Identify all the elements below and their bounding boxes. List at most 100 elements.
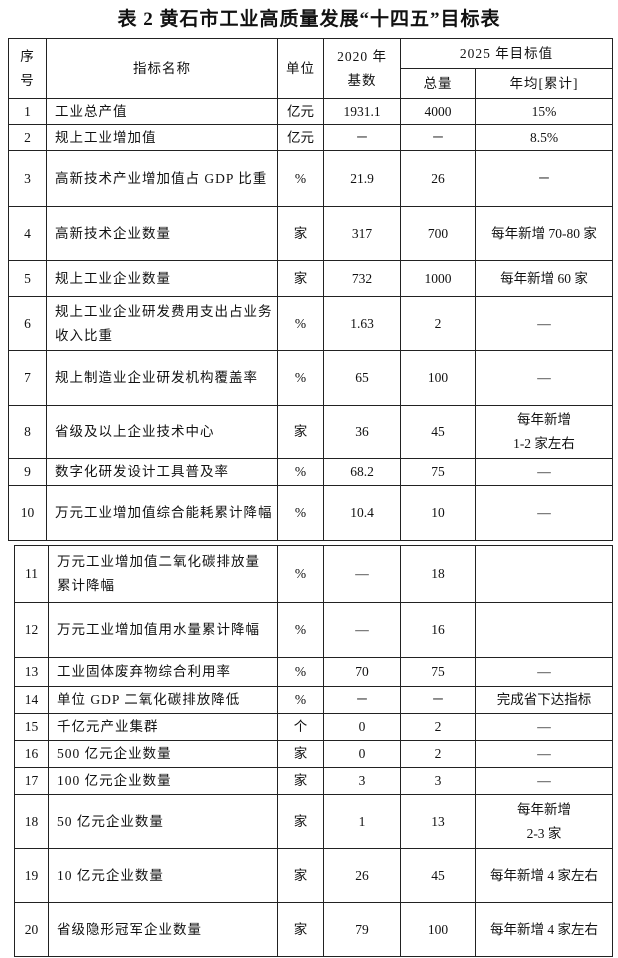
indicator-name: 千亿元产业集群 bbox=[48, 713, 278, 741]
unit: 家 bbox=[277, 405, 324, 459]
annual-2025: — bbox=[475, 740, 613, 768]
header-row: 序 号指标名称 单位 2020 年 基数 2025 年目标值 bbox=[8, 38, 613, 99]
indicator-name: 100 亿元企业数量 bbox=[48, 767, 278, 795]
indicator-name: 万元工业增加值用水量累计降幅 bbox=[48, 602, 278, 658]
header-cell: 年均[累计] bbox=[475, 68, 613, 99]
indicator-name: 万元工业增加值综合能耗累计降幅 bbox=[46, 485, 278, 541]
total-2025: 16 bbox=[400, 602, 476, 658]
table-row: 19 10 亿元企业数量家 26 45 每年新增 4 家左右 bbox=[14, 848, 613, 903]
unit: % bbox=[277, 657, 324, 687]
unit: 亿元 bbox=[277, 98, 324, 125]
header-cell: 2025 年目标值 bbox=[400, 38, 613, 69]
unit: % bbox=[277, 350, 324, 406]
base-2020: — bbox=[323, 602, 401, 658]
annual-2025: 每年新增 70-80 家 bbox=[475, 206, 613, 261]
table-row: 1 工业总产值 亿元 1931.1 4000 15% bbox=[8, 98, 613, 125]
unit: 家 bbox=[277, 740, 324, 768]
base-2020: — bbox=[323, 545, 401, 603]
header-cell: 指标名称 bbox=[46, 38, 278, 99]
annual-2025: 完成省下达指标 bbox=[475, 686, 613, 714]
annual-2025: — bbox=[475, 485, 613, 541]
total-2025: 2 bbox=[400, 740, 476, 768]
row-number: 7 bbox=[8, 350, 47, 406]
table-row: 11 万元工业增加值二氧化碳排放量累计降幅% —18 bbox=[14, 545, 613, 603]
indicator-name: 数字化研发设计工具普及率 bbox=[46, 458, 278, 486]
table-row: 15 千亿元产业集群个 0 2— bbox=[14, 713, 613, 741]
data-table: 11 万元工业增加值二氧化碳排放量累计降幅% —18 12 万元工业增加值用水量累计降幅… bbox=[14, 545, 613, 957]
row-number: 11 bbox=[14, 545, 49, 603]
unit: % bbox=[277, 602, 324, 658]
total-2025: 26 bbox=[400, 150, 476, 207]
row-number: 10 bbox=[8, 485, 47, 541]
total-2025: 2 bbox=[400, 713, 476, 741]
indicator-name: 工业固体废弃物综合利用率 bbox=[48, 657, 278, 687]
total-2025: 100 bbox=[400, 902, 476, 957]
table-row: 13 工业固体废弃物综合利用率% 70 75— bbox=[14, 657, 613, 687]
table-row: 14 单位 GDP 二氧化碳排放降低% －－完成省下达指标 bbox=[14, 686, 613, 714]
unit: % bbox=[277, 545, 324, 603]
base-2020: 21.9 bbox=[323, 150, 401, 207]
indicator-name: 规上制造业企业研发机构覆盖率 bbox=[46, 350, 278, 406]
table-row: 12 万元工业增加值用水量累计降幅% —16 bbox=[14, 602, 613, 658]
row-number: 18 bbox=[14, 794, 49, 849]
table-row: 16 500 亿元企业数量家 0 2— bbox=[14, 740, 613, 768]
table-row: 17 100 亿元企业数量家 3 3— bbox=[14, 767, 613, 795]
base-2020: 79 bbox=[323, 902, 401, 957]
total-2025: 10 bbox=[400, 485, 476, 541]
annual-2025: － bbox=[475, 150, 613, 207]
annual-2025: — bbox=[475, 296, 613, 351]
total-2025: － bbox=[400, 686, 476, 714]
indicator-name: 10 亿元企业数量 bbox=[48, 848, 278, 903]
row-number: 3 bbox=[8, 150, 47, 207]
table-row: 3 高新技术产业增加值占 GDP 比重% 21.9 26 － bbox=[8, 150, 613, 207]
row-number: 15 bbox=[14, 713, 49, 741]
header-cell: 单位 bbox=[277, 38, 324, 99]
table-row: 2 规上工业增加值 亿元－－ 8.5% bbox=[8, 124, 613, 151]
row-number: 5 bbox=[8, 260, 47, 297]
total-2025: 45 bbox=[400, 848, 476, 903]
empty-cell bbox=[475, 602, 613, 658]
base-2020: 0 bbox=[323, 713, 401, 741]
indicator-name: 万元工业增加值二氧化碳排放量累计降幅 bbox=[48, 545, 278, 603]
base-2020: 68.2 bbox=[323, 458, 401, 486]
header-row: 总量 年均[累计] bbox=[9, 68, 613, 99]
unit: 个 bbox=[277, 713, 324, 741]
table-row: 5 规上工业企业数量家 732 1000 每年新增 60 家 bbox=[8, 260, 613, 297]
row-number: 2 bbox=[8, 124, 47, 151]
row-number: 17 bbox=[14, 767, 49, 795]
table-row: 4 高新技术企业数量家 317 700 每年新增 70-80 家 bbox=[8, 206, 613, 261]
unit: 家 bbox=[277, 206, 324, 261]
unit: % bbox=[277, 686, 324, 714]
row-number: 13 bbox=[14, 657, 49, 687]
indicator-name: 单位 GDP 二氧化碳排放降低 bbox=[48, 686, 278, 714]
total-2025: 100 bbox=[400, 350, 476, 406]
base-2020: － bbox=[323, 124, 401, 151]
row-number: 4 bbox=[8, 206, 47, 261]
unit: % bbox=[277, 485, 324, 541]
base-2020: － bbox=[323, 686, 401, 714]
empty-cell bbox=[475, 545, 613, 603]
annual-2025: — bbox=[475, 767, 613, 795]
unit: % bbox=[277, 150, 324, 207]
annual-2025: — bbox=[475, 657, 613, 687]
header-cell: 总量 bbox=[400, 68, 476, 99]
table-row: 10 万元工业增加值综合能耗累计降幅% 10.4 10— bbox=[8, 485, 613, 541]
base-2020: 0 bbox=[323, 740, 401, 768]
indicator-name: 高新技术企业数量 bbox=[46, 206, 278, 261]
total-2025: 3 bbox=[400, 767, 476, 795]
total-2025: 75 bbox=[400, 458, 476, 486]
base-2020: 36 bbox=[323, 405, 401, 459]
row-number: 14 bbox=[14, 686, 49, 714]
total-2025: － bbox=[400, 124, 476, 151]
table-row: 6 规上工业企业研发费用支出占业务收入比重% 1.63 2— bbox=[8, 296, 613, 351]
annual-2025: 每年新增 2-3 家 bbox=[475, 794, 613, 849]
row-number: 16 bbox=[14, 740, 49, 768]
unit: 家 bbox=[277, 902, 324, 957]
indicator-name: 50 亿元企业数量 bbox=[48, 794, 278, 849]
table-row: 8 省级及以上企业技术中心家 36 45 每年新增 1-2 家左右 bbox=[8, 405, 613, 459]
row-number: 6 bbox=[8, 296, 47, 351]
indicator-name: 规上工业企业数量 bbox=[46, 260, 278, 297]
base-2020: 1931.1 bbox=[323, 98, 401, 125]
